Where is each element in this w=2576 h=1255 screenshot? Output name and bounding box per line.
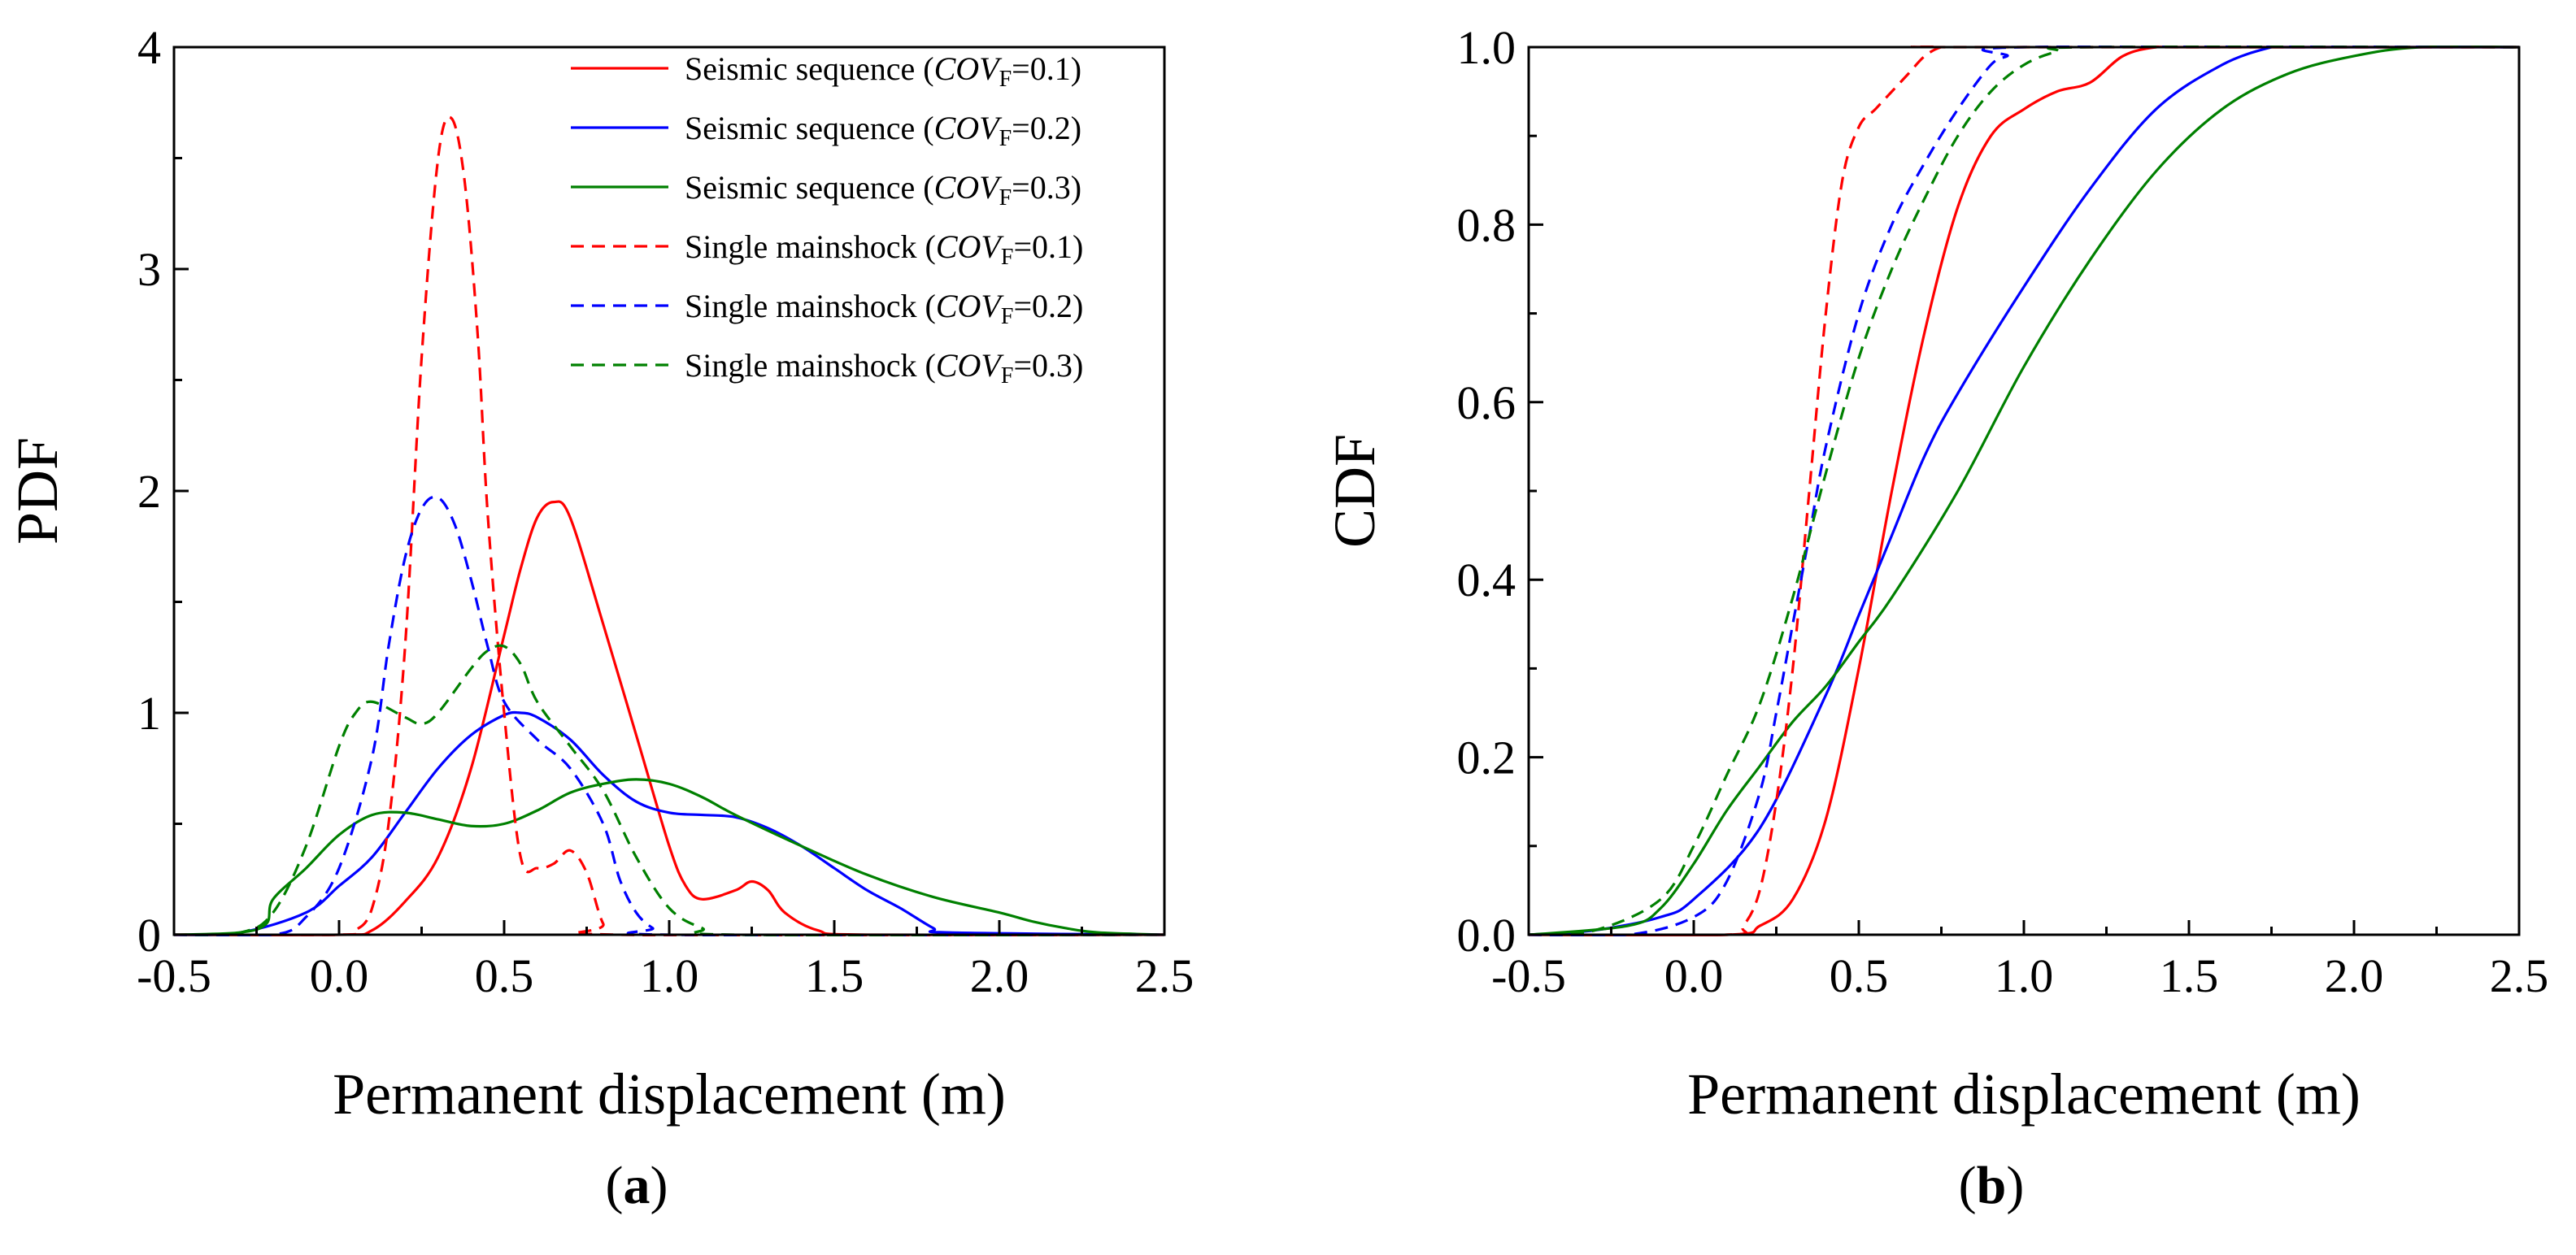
panel-b-x-axis-label: Permanent displacement (m) bbox=[1687, 1062, 2361, 1127]
panel-a-x-tick-label: 1.0 bbox=[640, 949, 699, 1002]
panel-a-series-line-3 bbox=[174, 778, 1164, 936]
panel-b-y-tick-label: 0.4 bbox=[1457, 554, 1516, 606]
legend-label: Single mainshock (COVF=0.1) bbox=[685, 228, 1083, 270]
panel-b-series-group bbox=[1529, 46, 2519, 936]
panel-b-series-line-1 bbox=[1529, 46, 2519, 936]
panel-a-series-line-6 bbox=[174, 644, 1164, 936]
panel-a-x-tick-label: 0.0 bbox=[310, 949, 369, 1002]
panel-b-label: (b) bbox=[1959, 1156, 2025, 1215]
legend-item: Single mainshock (COVF=0.2) bbox=[571, 288, 1083, 329]
panel-b-y-tick-label: 1.0 bbox=[1457, 21, 1516, 74]
legend-label: Single mainshock (COVF=0.2) bbox=[685, 288, 1083, 329]
panel-a-series-line-1 bbox=[174, 500, 1164, 936]
panel-a-y-tick-label: 4 bbox=[137, 21, 161, 74]
panel-a-pdf-chart: -0.5 0.0 0.5 1.0 1.5 2.0 2.5 0 1 2 3 4 Permanent dis… bbox=[5, 21, 1194, 1215]
panel-a-x-tick-label: 1.5 bbox=[805, 949, 864, 1002]
panel-b-y-tick-label: 0.8 bbox=[1457, 198, 1516, 251]
legend-item: Seismic sequence (COVF=0.3) bbox=[571, 169, 1081, 211]
panel-a-series-line-5 bbox=[174, 495, 1164, 936]
panel-a-label: (a) bbox=[606, 1156, 668, 1215]
legend-label: Seismic sequence (COVF=0.3) bbox=[685, 169, 1081, 211]
panel-b-series-line-3 bbox=[1529, 46, 2519, 936]
legend: Seismic sequence (COVF=0.1) Seismic seque… bbox=[571, 50, 1083, 389]
panel-a-y-tick-label: 3 bbox=[137, 243, 161, 296]
panel-b-y-tick-label: 0.2 bbox=[1457, 732, 1516, 784]
panel-b-x-tick-label: 0.5 bbox=[1830, 949, 1889, 1002]
panel-b-y-axis-label: CDF bbox=[1322, 434, 1387, 548]
panel-a-x-tick-label: 0.5 bbox=[475, 949, 534, 1002]
panel-a-x-tick-label: -0.5 bbox=[137, 949, 211, 1002]
panel-a-y-axis-label: PDF bbox=[5, 437, 70, 545]
panel-b-x-tick-label: 1.5 bbox=[2160, 949, 2219, 1002]
panel-a-series-line-4 bbox=[174, 115, 1164, 936]
panel-b-series-line-4 bbox=[1529, 46, 2519, 936]
panel-b-x-tick-label: 2.5 bbox=[2490, 949, 2549, 1002]
panel-b-y-tick-label: 0.0 bbox=[1457, 909, 1516, 962]
legend-item: Seismic sequence (COVF=0.1) bbox=[571, 50, 1081, 92]
legend-item: Single mainshock (COVF=0.1) bbox=[571, 228, 1083, 270]
panel-b-x-tick-label: 0.0 bbox=[1664, 949, 1724, 1002]
legend-label: Single mainshock (COVF=0.3) bbox=[685, 347, 1083, 389]
panel-a-y-tick-label: 2 bbox=[137, 465, 161, 518]
panel-b-series-line-5 bbox=[1529, 46, 2519, 936]
panel-b-y-tick-label: 0.6 bbox=[1457, 376, 1516, 429]
panel-b-series-line-2 bbox=[1529, 46, 2519, 936]
legend-item: Seismic sequence (COVF=0.2) bbox=[571, 110, 1081, 151]
panel-b-x-tick-label: -0.5 bbox=[1491, 949, 1566, 1002]
panel-a-x-tick-label: 2.5 bbox=[1135, 949, 1194, 1002]
panel-a-x-tick-label: 2.0 bbox=[970, 949, 1029, 1002]
legend-label: Seismic sequence (COVF=0.2) bbox=[685, 110, 1081, 151]
panel-a-y-tick-label: 1 bbox=[137, 687, 161, 740]
panel-a-series-group bbox=[174, 115, 1164, 936]
panel-a-series-line-2 bbox=[174, 710, 1164, 936]
panel-b-cdf-chart: -0.5 0.0 0.5 1.0 1.5 2.0 2.50.00.20.40.60.81.0… bbox=[1322, 21, 2548, 1215]
panel-b-plot-frame bbox=[1527, 46, 2521, 936]
panel-b-x-tick-label: 1.0 bbox=[1995, 949, 2054, 1002]
legend-label: Seismic sequence (COVF=0.1) bbox=[685, 50, 1081, 92]
panel-a-y-tick-label: 0 bbox=[137, 909, 161, 962]
panel-a-x-axis-label: Permanent displacement (m) bbox=[333, 1062, 1006, 1127]
panel-b-series-line-6 bbox=[1529, 46, 2519, 936]
legend-item: Single mainshock (COVF=0.3) bbox=[571, 347, 1083, 389]
panel-b-x-tick-label: 2.0 bbox=[2325, 949, 2384, 1002]
